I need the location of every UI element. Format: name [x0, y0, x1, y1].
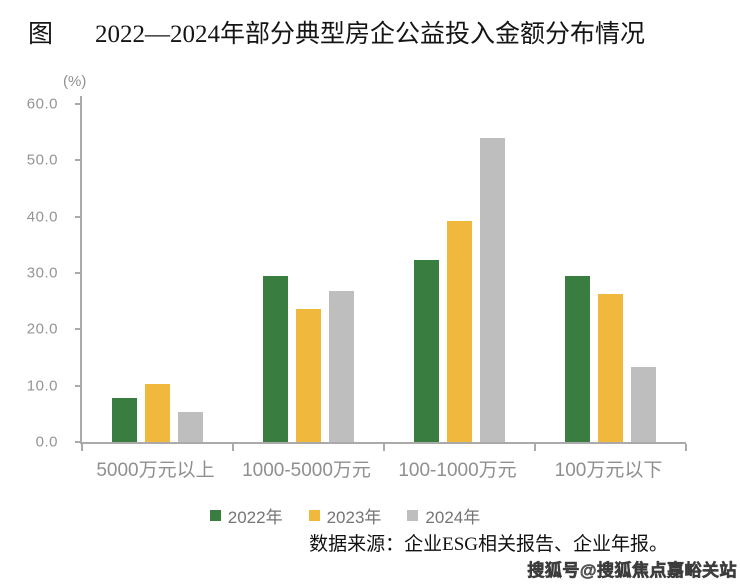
x-axis-tick [232, 444, 234, 451]
x-axis-label-c2: 1000-5000万元 [242, 460, 371, 481]
bar-s2-c4 [598, 293, 623, 442]
y-axis-tick [75, 328, 80, 331]
x-axis-tick [383, 444, 385, 451]
legend-label: 2024年 [425, 508, 481, 527]
x-axis-tick [81, 444, 83, 451]
watermark: 搜狐号@搜狐焦点嘉峪关站 [527, 561, 737, 581]
legend-item-s1: 2022年 [209, 503, 283, 528]
bar-s2-c2 [296, 309, 321, 442]
bar-group-c4 [535, 104, 686, 442]
y-axis-tick [75, 384, 80, 387]
x-axis-label-c1: 5000万元以上 [96, 460, 215, 481]
bar-s3-c3 [480, 138, 505, 442]
y-axis-tick [75, 441, 80, 443]
y-axis-tick-label: 50.0 [26, 151, 58, 169]
y-axis-unit-label: (%) [63, 73, 87, 90]
legend-label: 2022年 [227, 508, 283, 527]
x-axis-label-c3: 100-1000万元 [398, 460, 517, 481]
legend-item-s2: 2023年 [308, 503, 382, 528]
legend-swatch-icon [407, 510, 419, 521]
bar-group-c3 [384, 104, 535, 442]
legend-item-s3: 2024年 [407, 503, 480, 528]
plot-area [75, 96, 687, 451]
bar-group-c2 [233, 104, 384, 442]
y-axis-tick [75, 272, 80, 274]
y-axis-tick-label: 0.0 [35, 433, 58, 451]
page-title: 2022—2024年部分典型房企公益投入金额分布情况 [95, 21, 646, 48]
bar-s3-c4 [631, 366, 656, 442]
x-axis-tick [685, 444, 687, 451]
y-axis-tick [75, 215, 80, 218]
bar-group-c1 [82, 104, 233, 442]
y-axis-tick [75, 159, 80, 162]
y-axis-tick-label: 20.0 [26, 320, 58, 338]
y-axis-tick [75, 103, 80, 105]
x-axis-labels: 5000万元以上 1000-5000万元 100-1000万元 100万元以下 [80, 455, 684, 482]
chart-title-row: 图 2022—2024年部分典型房企公益投入金额分布情况 [28, 14, 732, 50]
legend-swatch-icon [209, 510, 221, 521]
bar-s1-c4 [565, 275, 590, 442]
bar-s1-c1 [112, 397, 137, 442]
bar-s3-c1 [178, 412, 203, 442]
title-prefix: 图 [28, 21, 54, 48]
bar-s1-c2 [263, 275, 288, 442]
chart-legend: 2022年 2023年 2024年 [80, 503, 610, 528]
x-axis-label-c4: 100万元以下 [554, 460, 663, 481]
y-axis-tick-label: 30.0 [26, 264, 58, 282]
data-source-note: 数据来源：企业ESG相关报告、企业年报。 [309, 534, 668, 555]
y-axis-tick-label: 10.0 [26, 377, 58, 395]
bar-s1-c3 [414, 260, 439, 442]
y-axis-tick-label: 60.0 [26, 95, 58, 113]
x-axis-tick [534, 444, 536, 451]
y-axis-tick-label: 40.0 [26, 208, 58, 226]
bar-s2-c3 [447, 220, 472, 442]
legend-label: 2023年 [326, 508, 382, 527]
bar-s3-c2 [329, 291, 354, 442]
y-axis-tick-labels: 60.0 50.0 40.0 30.0 20.0 10.0 0.0 [0, 96, 74, 451]
bar-s2-c1 [145, 383, 170, 442]
legend-swatch-icon [308, 510, 320, 521]
